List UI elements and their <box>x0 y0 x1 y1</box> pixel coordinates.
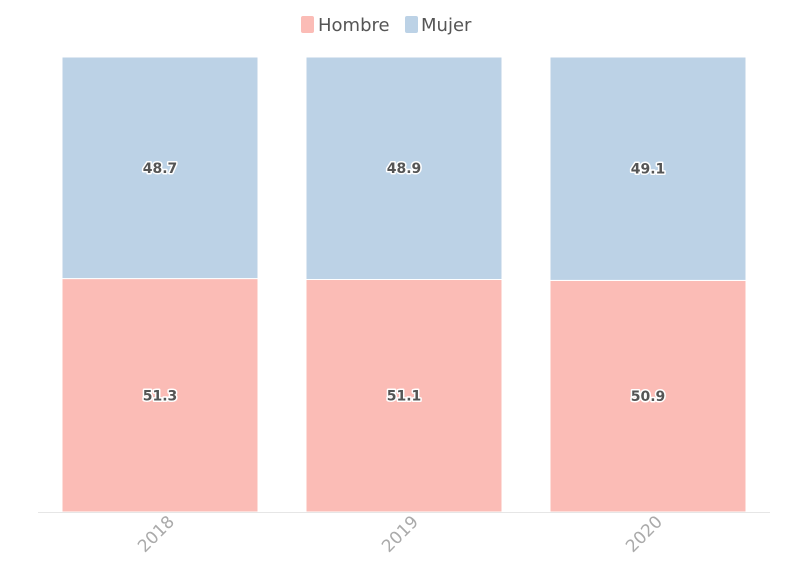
legend-label-mujer[interactable]: Mujer <box>421 15 472 36</box>
data-label-hombre-2018: 51.3 <box>143 388 178 404</box>
x-tick-label-2018: 2018 <box>134 512 179 557</box>
bar-mujer-2018 <box>61 56 259 280</box>
x-tick-labels-group: 2018 2019 2020 <box>134 512 667 557</box>
bar-hombre-2020 <box>549 279 747 513</box>
legend: Hombre Mujer <box>301 15 472 36</box>
x-tick-label-2020: 2020 <box>622 512 667 557</box>
data-label-mujer-2020: 49.1 <box>631 162 666 178</box>
data-label-hombre-2019: 51.1 <box>387 389 422 405</box>
bar-hombre-2018 <box>61 278 259 513</box>
data-labels-group: 51.3 48.7 51.1 48.9 50.9 49.1 <box>141 159 667 406</box>
data-label-mujer-2018: 48.7 <box>143 161 178 177</box>
data-label-hombre-2020: 50.9 <box>631 389 666 405</box>
bar-mujer-2020 <box>549 56 747 281</box>
bars-group <box>61 56 747 513</box>
legend-swatch-mujer <box>405 16 418 33</box>
legend-label-hombre[interactable]: Hombre <box>318 15 390 36</box>
bar-mujer-2019 <box>305 56 503 280</box>
data-label-mujer-2019: 48.9 <box>387 161 422 177</box>
x-tick-label-2019: 2019 <box>378 512 423 557</box>
legend-swatch-hombre <box>301 16 314 33</box>
